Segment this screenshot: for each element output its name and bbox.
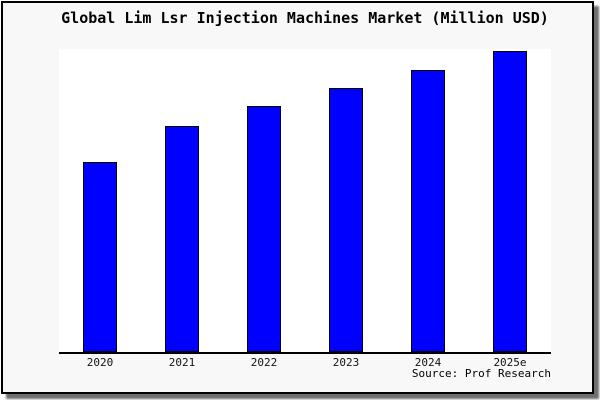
x-tick-label-2021: 2021 (168, 356, 196, 369)
bar-2020 (83, 162, 117, 352)
x-axis-labels: 2020 2021 2022 2023 2024 2025e (59, 356, 551, 369)
x-tick-label-2023: 2023 (332, 356, 360, 369)
bar-slot-2023 (305, 49, 387, 352)
x-tick-label-2022: 2022 (250, 356, 278, 369)
chart-title: Global Lim Lsr Injection Machines Market… (61, 9, 549, 27)
bar-2024 (411, 70, 445, 352)
x-tick-label-2024: 2024 (414, 356, 442, 369)
plot-area (59, 49, 551, 354)
bar-slot-2024 (387, 49, 469, 352)
bar-2021 (165, 125, 199, 352)
source-note: Source: Prof Research (411, 367, 551, 380)
bar-2023 (329, 88, 363, 352)
x-tick-label-2025e: 2025e (493, 356, 527, 369)
bars-container (59, 49, 551, 352)
bar-slot-2021 (141, 49, 223, 352)
bar-2022 (247, 106, 281, 352)
x-tick-label-2020: 2020 (86, 356, 114, 369)
bar-slot-2022 (223, 49, 305, 352)
bar-2025e (493, 50, 527, 352)
chart-card: Global Lim Lsr Injection Machines Market… (1, 1, 594, 394)
bar-slot-2025e (469, 49, 551, 352)
bar-slot-2020 (59, 49, 141, 352)
